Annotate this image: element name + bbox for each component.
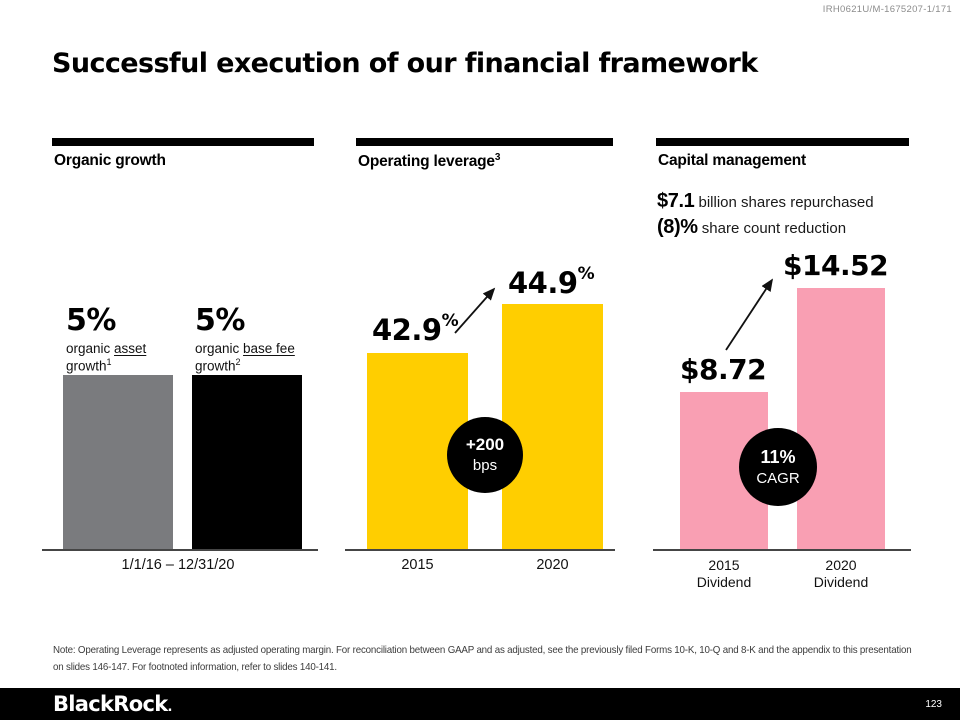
percent-sign: % bbox=[577, 264, 595, 284]
organic-asset-growth-value: 5% bbox=[66, 303, 116, 338]
footnote-marker: 1 bbox=[106, 357, 112, 368]
capital-management-header-text: Capital management bbox=[658, 152, 806, 169]
organic-asset-growth-label: organic asset growth1 bbox=[66, 341, 174, 375]
organic-growth-header-text: Organic growth bbox=[54, 152, 166, 169]
organic-base-fee-growth-value: 5% bbox=[195, 303, 245, 338]
leverage-2015-tick: 2015 bbox=[401, 557, 434, 573]
cagr-badge: 11% CAGR bbox=[739, 428, 817, 506]
footnote-line-1: Note: Operating Leverage represents as a… bbox=[53, 644, 912, 656]
value-number: 44.9 bbox=[508, 266, 578, 300]
capital-management-header: Capital management bbox=[658, 152, 806, 170]
label-text: growth bbox=[195, 358, 236, 374]
shares-repurchased-value: $7.1 bbox=[657, 190, 695, 212]
footer-bar: BlackRock. 123 bbox=[0, 688, 960, 720]
badge-unit: CAGR bbox=[756, 469, 800, 487]
label-underlined-text: asset bbox=[114, 341, 147, 356]
organic-growth-header: Organic growth bbox=[54, 152, 166, 170]
organic-base-fee-growth-label: organic base fee growth2 bbox=[195, 341, 303, 375]
column-rule-capital-management bbox=[656, 138, 909, 146]
share-count-reduction-value: (8)% bbox=[657, 216, 698, 238]
organic-growth-axis-line bbox=[42, 549, 318, 551]
label-text: organic bbox=[66, 341, 115, 356]
leverage-2015-value: 42.9% bbox=[372, 313, 459, 345]
share-count-reduction-label: share count reduction bbox=[697, 220, 847, 237]
label-underlined-text: base fee bbox=[243, 341, 295, 356]
dividend-2015-value: $8.72 bbox=[680, 353, 767, 386]
document-id: IRH0621U/M-1675207-1/171 bbox=[822, 4, 952, 15]
leverage-2020-bar bbox=[502, 304, 603, 549]
footnote-marker: 2 bbox=[235, 357, 241, 368]
footnote: Note: Operating Leverage represents as a… bbox=[53, 642, 912, 676]
brand-dot: . bbox=[167, 700, 173, 715]
badge-unit: bps bbox=[472, 457, 498, 475]
organic-base-fee-growth-bar bbox=[192, 375, 302, 549]
column-rule-operating-leverage bbox=[356, 138, 613, 146]
operating-leverage-footnote-marker: 3 bbox=[494, 152, 501, 163]
tick-label: Dividend bbox=[813, 573, 869, 590]
page-number: 123 bbox=[925, 698, 942, 710]
dividend-2020-tick: 2020 Dividend bbox=[797, 557, 885, 591]
label-text: growth bbox=[66, 358, 107, 374]
brand-text: BlackRock bbox=[53, 692, 168, 716]
tick-year: 2015 bbox=[708, 557, 740, 573]
shares-repurchased-label: billion shares repurchased bbox=[694, 194, 874, 211]
capital-axis-line bbox=[653, 549, 911, 551]
share-count-reduction-stat: (8)% share count reduction bbox=[657, 216, 846, 239]
column-rule-organic-growth bbox=[52, 138, 314, 146]
label-text: organic bbox=[195, 341, 244, 356]
footnote-line-2: on slides 146-147. For footnoted informa… bbox=[53, 660, 337, 673]
leverage-2020-value: 44.9% bbox=[508, 266, 595, 298]
tick-year: 2020 bbox=[825, 557, 857, 573]
increase-arrow-icon bbox=[725, 278, 773, 351]
badge-value: +200 bbox=[465, 435, 505, 455]
value-number: 42.9 bbox=[372, 313, 442, 347]
organic-growth-period-tick: 1/1/16 – 12/31/20 bbox=[121, 557, 235, 573]
leverage-axis-line bbox=[345, 549, 615, 551]
slide-title: Successful execution of our financial fr… bbox=[52, 48, 758, 79]
tick-label: Dividend bbox=[696, 573, 752, 590]
operating-leverage-header-text: Operating leverage bbox=[358, 153, 495, 171]
dividend-2020-value: $14.52 bbox=[783, 249, 889, 282]
dividend-2015-tick: 2015 Dividend bbox=[680, 557, 768, 591]
percent-sign: % bbox=[441, 311, 459, 331]
bps-improvement-badge: +200 bps bbox=[447, 417, 523, 493]
organic-asset-growth-bar bbox=[63, 375, 173, 549]
dividend-2020-bar bbox=[797, 288, 885, 549]
leverage-2020-tick: 2020 bbox=[536, 557, 569, 573]
increase-arrow-icon bbox=[454, 287, 496, 334]
operating-leverage-header: Operating leverage3 bbox=[358, 152, 500, 171]
badge-value: 11% bbox=[760, 446, 796, 467]
blackrock-logo: BlackRock. bbox=[53, 692, 173, 716]
shares-repurchased-stat: $7.1 billion shares repurchased bbox=[657, 190, 874, 213]
